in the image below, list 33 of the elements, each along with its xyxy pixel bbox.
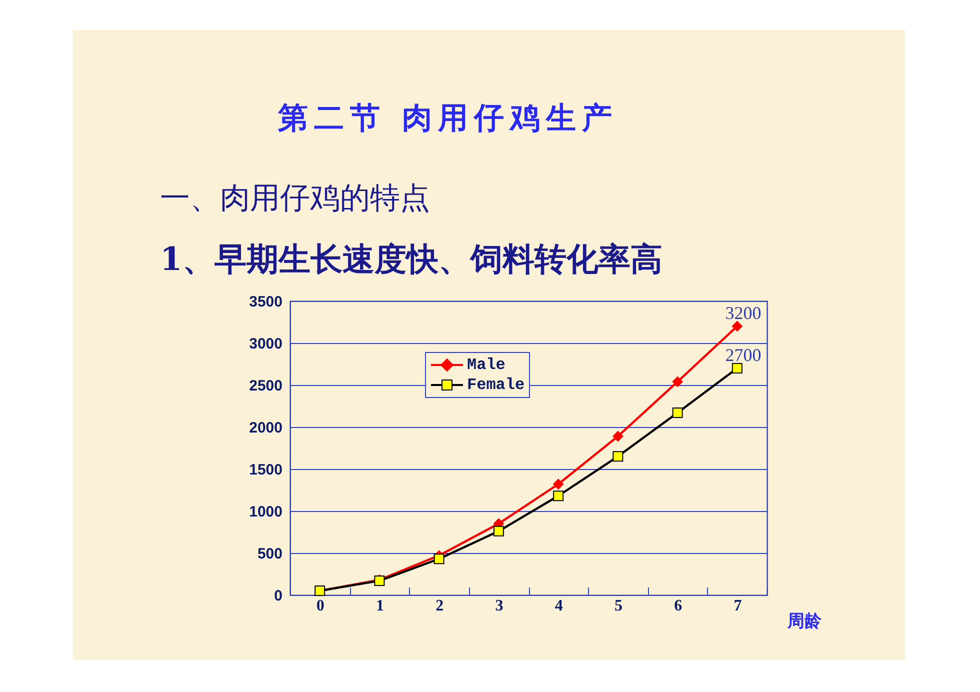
y-tick-label: 1500 xyxy=(249,462,282,478)
x-tick-label: 6 xyxy=(674,598,682,614)
y-tick-label: 1000 xyxy=(249,504,282,520)
y-tick-label: 3500 xyxy=(249,294,282,310)
point xyxy=(612,430,624,442)
y-tick-label: 2000 xyxy=(249,420,282,436)
chart-subtitle: 一、肉用仔鸡的特点 xyxy=(160,180,430,218)
x-axis-title: 周龄 xyxy=(786,612,822,632)
x-tick-label: 4 xyxy=(554,598,563,614)
point xyxy=(553,478,564,490)
y-tick-label: 3000 xyxy=(249,336,282,352)
legend-label: Female xyxy=(467,376,525,394)
chart-title: 第二节 肉用仔鸡生产 xyxy=(276,100,620,138)
legend-label: Male xyxy=(467,356,506,374)
y-tick-label: 500 xyxy=(257,546,282,562)
x-tick-label: 5 xyxy=(614,598,622,614)
x-tick-label: 1 xyxy=(376,598,384,614)
point xyxy=(493,526,504,536)
point xyxy=(672,407,683,418)
x-tick-label: 2 xyxy=(436,598,444,614)
data-label: 3200 xyxy=(725,303,762,324)
point xyxy=(612,451,624,462)
point xyxy=(434,554,444,564)
point xyxy=(553,490,564,502)
point xyxy=(672,376,683,387)
data-label: 2700 xyxy=(725,345,762,366)
x-tick-label: 0 xyxy=(316,598,324,614)
point xyxy=(732,362,742,374)
x-tick-label: 3 xyxy=(495,598,504,614)
text: 1、早期生长速度快、饲料转化率高 xyxy=(160,239,662,280)
x-tick-label: 7 xyxy=(734,598,742,614)
y-tick-label: 2500 xyxy=(249,378,282,394)
point xyxy=(732,320,742,332)
